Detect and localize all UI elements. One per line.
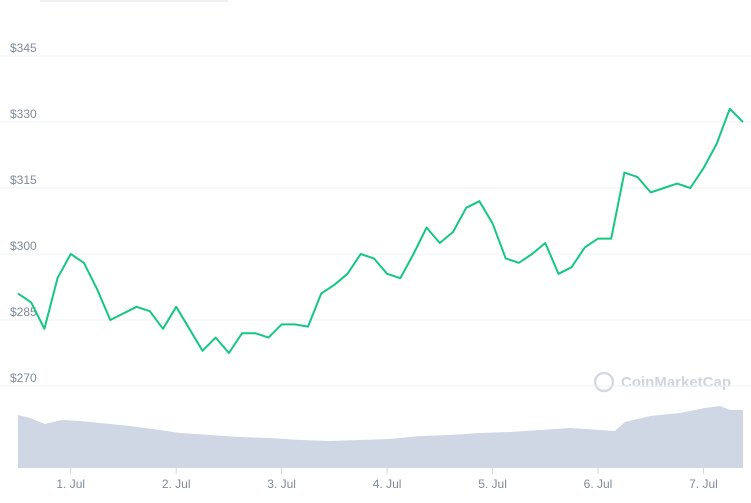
x-tick-label: 7. Jul bbox=[689, 477, 718, 491]
x-tick-label: 6. Jul bbox=[584, 477, 613, 491]
y-tick-label: $270 bbox=[10, 371, 37, 385]
x-tick-label: 5. Jul bbox=[478, 477, 507, 491]
x-tick-label: 1. Jul bbox=[56, 477, 85, 491]
watermark-text: CoinMarketCap bbox=[621, 374, 731, 391]
y-tick-label: $345 bbox=[10, 41, 37, 55]
y-tick-label: $300 bbox=[10, 239, 37, 253]
y-tick-label: $315 bbox=[10, 173, 37, 187]
x-tick-label: 2. Jul bbox=[162, 477, 191, 491]
price-line bbox=[17, 107, 744, 354]
watermark-logo bbox=[593, 371, 615, 393]
x-tick-label: 3. Jul bbox=[267, 477, 296, 491]
volume-area bbox=[18, 406, 743, 468]
watermark: CoinMarketCap bbox=[593, 371, 731, 393]
y-tick-label: $330 bbox=[10, 107, 37, 121]
x-tick-label: 4. Jul bbox=[373, 477, 402, 491]
y-tick-label: $285 bbox=[10, 305, 37, 319]
